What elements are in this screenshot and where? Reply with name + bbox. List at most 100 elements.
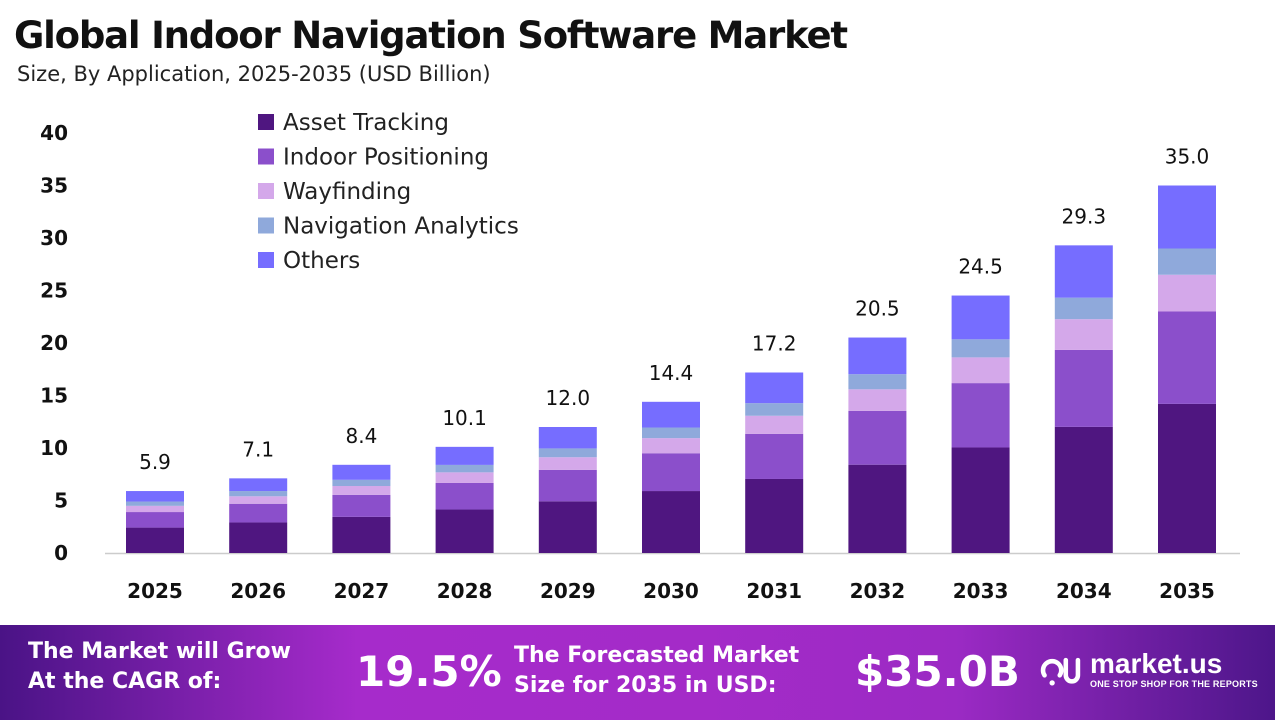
bar-total-label: 35.0 [1165, 145, 1210, 169]
bar-segment-asset-tracking [848, 464, 907, 553]
bar-segment-indoor-positioning [745, 433, 804, 479]
forecast-value: $35.0B [855, 647, 1020, 696]
bar-total-label: 17.2 [752, 332, 797, 356]
bar-segment-indoor-positioning [126, 512, 184, 528]
chart-title: Global Indoor Navigation Software Market [14, 14, 848, 57]
footer-banner: The Market will Grow At the CAGR of: 19.… [0, 625, 1275, 720]
bar-segment-indoor-positioning [848, 410, 907, 465]
bar-segment-others [848, 337, 907, 375]
x-tick-label: 2033 [953, 579, 1009, 603]
legend-label: Others [283, 248, 360, 274]
bar-segment-wayfinding [332, 486, 391, 495]
cagr-value: 19.5% [356, 647, 502, 696]
legend-label: Indoor Positioning [283, 145, 489, 171]
bar-segment-wayfinding [126, 505, 184, 513]
bar-segment-navigation-analytics [538, 448, 597, 458]
legend-swatch [258, 252, 274, 268]
bar-segment-asset-tracking [332, 516, 391, 553]
bar-segment-wayfinding [848, 389, 907, 411]
y-tick-label: 5 [54, 489, 68, 513]
y-tick-label: 20 [40, 331, 68, 355]
bar-segment-wayfinding [745, 415, 804, 434]
y-tick-label: 0 [54, 541, 68, 565]
bar-segment-asset-tracking [538, 501, 597, 553]
bar-segment-others [332, 464, 391, 480]
bar-segment-asset-tracking [435, 509, 494, 553]
bar-segment-wayfinding [1158, 274, 1216, 312]
x-tick-label: 2029 [540, 579, 596, 603]
bar-total-label: 14.4 [649, 361, 694, 385]
bar-total-label: 24.5 [958, 255, 1003, 279]
logo-name: market.us [1090, 648, 1223, 679]
bar-segment-asset-tracking [1054, 426, 1113, 553]
forecast-label: The Forecasted Market Size for 2035 in U… [514, 641, 799, 701]
bar-segment-others [126, 491, 184, 502]
bar-segment-others [1158, 185, 1216, 249]
bar-total-label: 20.5 [855, 297, 900, 321]
chart-subtitle: Size, By Application, 2025-2035 (USD Bil… [17, 62, 491, 86]
x-tick-label: 2030 [643, 579, 699, 603]
bar-segment-others [538, 427, 597, 449]
bar-segment-indoor-positioning [1054, 349, 1113, 427]
y-tick-label: 40 [40, 121, 68, 145]
bar-segment-wayfinding [642, 438, 700, 454]
legend-label: Wayfinding [283, 179, 411, 205]
legend-swatch [258, 217, 274, 234]
stacked-bar-chart: 05101520253035405.920257.120268.4202710.… [40, 110, 1240, 603]
bar-segment-others [951, 295, 1010, 340]
x-tick-label: 2031 [746, 579, 802, 603]
y-tick-label: 10 [40, 436, 68, 460]
bar-segment-others [229, 478, 288, 492]
cagr-label: The Market will Grow At the CAGR of: [28, 637, 291, 697]
bar-segment-others [745, 372, 804, 404]
bar-segment-asset-tracking [229, 522, 288, 553]
bar-segment-indoor-positioning [538, 469, 597, 502]
bar-segment-others [1054, 245, 1113, 298]
y-tick-label: 30 [40, 226, 68, 250]
bar-segment-wayfinding [229, 496, 288, 504]
bar-total-label: 5.9 [139, 450, 171, 474]
forecast-label-line2: Size for 2035 in USD: [514, 673, 777, 698]
bar-total-label: 7.1 [242, 437, 274, 461]
x-tick-label: 2027 [334, 579, 390, 603]
bar-segment-wayfinding [435, 472, 494, 483]
bar-segment-others [642, 401, 700, 428]
bar-segment-wayfinding [1054, 319, 1113, 350]
legend-label: Navigation Analytics [283, 214, 519, 240]
bar-segment-navigation-analytics [435, 464, 494, 473]
bar-segment-navigation-analytics [642, 427, 700, 439]
bar-segment-navigation-analytics [951, 339, 1010, 358]
x-tick-label: 2034 [1056, 579, 1112, 603]
bar-segment-asset-tracking [642, 491, 700, 553]
legend-swatch [258, 183, 274, 199]
bar-segment-indoor-positioning [951, 383, 1010, 448]
bar-total-label: 8.4 [345, 424, 377, 448]
x-tick-label: 2032 [850, 579, 906, 603]
y-tick-label: 25 [40, 279, 68, 303]
market-us-logo: market.us ONE STOP SHOP FOR THE REPORTS [1040, 649, 1258, 690]
bar-segment-asset-tracking [1158, 403, 1216, 553]
legend-label: Asset Tracking [283, 110, 449, 136]
legend-swatch [258, 114, 274, 130]
x-tick-label: 2035 [1159, 579, 1215, 603]
bar-segment-navigation-analytics [229, 491, 288, 497]
bar-segment-indoor-positioning [642, 453, 700, 492]
bar-total-label: 29.3 [1062, 204, 1107, 228]
logo-tagline: ONE STOP SHOP FOR THE REPORTS [1090, 679, 1258, 689]
bar-segment-indoor-positioning [229, 503, 288, 523]
y-tick-label: 15 [40, 384, 68, 408]
bar-segment-others [435, 446, 494, 465]
bar-segment-navigation-analytics [745, 403, 804, 416]
legend-swatch [258, 148, 274, 165]
x-tick-label: 2028 [437, 579, 493, 603]
cagr-label-line1: The Market will Grow [28, 639, 291, 664]
bar-segment-navigation-analytics [1054, 297, 1113, 320]
bar-segment-asset-tracking [126, 527, 184, 553]
logo-mark-icon [1040, 657, 1081, 686]
x-tick-label: 2026 [230, 579, 286, 603]
cagr-label-line2: At the CAGR of: [28, 669, 222, 694]
bar-total-label: 12.0 [546, 386, 591, 410]
bar-segment-wayfinding [538, 457, 597, 470]
bar-segment-indoor-positioning [1158, 311, 1216, 404]
forecast-label-line1: The Forecasted Market [514, 643, 800, 668]
